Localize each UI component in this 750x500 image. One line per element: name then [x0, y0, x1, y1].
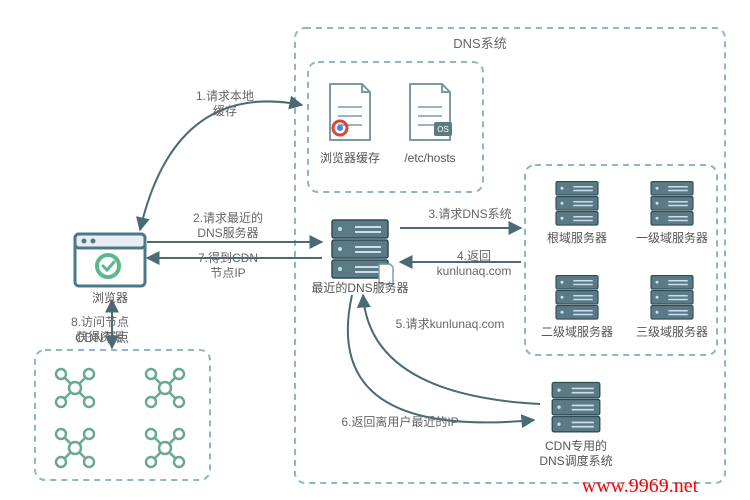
cdn-node-icon: [56, 429, 94, 467]
svg-text:缓存: 缓存: [213, 104, 237, 118]
svg-text:4.返回: 4.返回: [457, 249, 491, 263]
watermark: www.9969.net: [582, 475, 699, 497]
svg-text:最近的DNS服务器: 最近的DNS服务器: [311, 280, 408, 295]
svg-text:浏览器缓存: 浏览器缓存: [320, 150, 380, 165]
svg-text:1.请求本地: 1.请求本地: [196, 89, 254, 103]
svg-text:CDN专用的: CDN专用的: [545, 438, 607, 453]
svg-text:/etc/hosts: /etc/hosts: [404, 151, 455, 165]
edge-e6: [348, 295, 534, 422]
svg-text:3.请求DNS系统: 3.请求DNS系统: [428, 207, 511, 221]
server-icon: [556, 182, 598, 226]
svg-text:DNS系统: DNS系统: [453, 36, 506, 51]
cdn-node-icon: [146, 369, 184, 407]
svg-text:5.请求kunlunaq.com: 5.请求kunlunaq.com: [396, 317, 505, 331]
browser-icon: [75, 234, 145, 286]
svg-text:8.访问节点: 8.访问节点: [71, 315, 129, 329]
server-icon: [651, 182, 693, 226]
svg-text:二级域服务器: 二级域服务器: [541, 324, 613, 339]
edge-e5: [363, 295, 540, 404]
svg-text:DNS服务器: DNS服务器: [197, 225, 258, 240]
svg-text:DNS调度系统: DNS调度系统: [539, 453, 612, 468]
svg-text:根域服务器: 根域服务器: [547, 230, 607, 245]
svg-text:OS: OS: [437, 125, 449, 134]
svg-text:2.请求最近的: 2.请求最近的: [193, 210, 263, 225]
svg-text:一级域服务器: 一级域服务器: [636, 230, 708, 245]
server-icon: [651, 276, 693, 320]
svg-text:kunlunaq.com: kunlunaq.com: [437, 264, 512, 278]
file-icon: [330, 84, 370, 140]
cdn-node-icon: [56, 369, 94, 407]
svg-text:7.得到CDN: 7.得到CDN: [198, 250, 258, 265]
svg-text:获得资源: 获得资源: [76, 329, 124, 344]
server-icon: [552, 383, 600, 432]
file-icon: OS: [410, 84, 452, 140]
server-icon: [556, 276, 598, 320]
svg-text:三级域服务器: 三级域服务器: [636, 324, 708, 339]
svg-text:6.返回离用户最近的IP: 6.返回离用户最近的IP: [341, 414, 458, 429]
svg-text:浏览器: 浏览器: [92, 290, 128, 305]
cdn-node-icon: [146, 429, 184, 467]
svg-text:节点IP: 节点IP: [210, 266, 245, 280]
